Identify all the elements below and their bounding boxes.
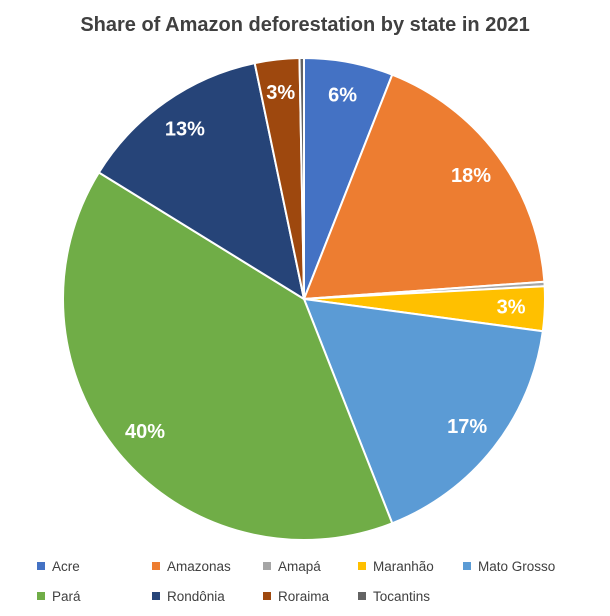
pie-slice-amazonas bbox=[303, 73, 546, 300]
legend-swatch-para bbox=[37, 592, 45, 600]
legend-label-rondonia: Rondônia bbox=[167, 588, 225, 604]
legend-item-amazonas: Amazonas bbox=[152, 557, 231, 575]
legend-label-amapa: Amapá bbox=[278, 558, 321, 574]
chart-title: Share of Amazon deforestation by state i… bbox=[80, 14, 530, 36]
pie-label-mato-grosso: 17% bbox=[447, 416, 487, 438]
legend-swatch-mato-grosso bbox=[463, 562, 471, 570]
legend-swatch-amapa bbox=[263, 562, 271, 570]
legend-swatch-maranhao bbox=[358, 562, 366, 570]
pie-label-roraima: 3% bbox=[266, 82, 295, 104]
legend-swatch-tocantins bbox=[358, 592, 366, 600]
pie-label-acre: 6% bbox=[328, 84, 357, 106]
legend-label-para: Pará bbox=[52, 588, 81, 604]
pie-slice-rondonia bbox=[97, 62, 305, 300]
legend-label-tocantins: Tocantins bbox=[373, 588, 431, 604]
legend-label-mato-grosso: Mato Grosso bbox=[478, 558, 556, 574]
legend-item-rondonia: Rondônia bbox=[152, 587, 225, 605]
legend-item-roraima: Roraima bbox=[263, 587, 329, 605]
legend-swatch-amazonas bbox=[152, 562, 160, 570]
pie-label-amazonas: 18% bbox=[451, 165, 491, 187]
legend-item-mato-grosso: Mato Grosso bbox=[463, 557, 555, 575]
legend-item-maranhao: Maranhão bbox=[358, 557, 434, 575]
pie-slice-para bbox=[62, 171, 394, 542]
legend-item-amapa: Amapá bbox=[263, 557, 321, 575]
legend-swatch-rondonia bbox=[152, 592, 160, 600]
legend-label-roraima: Roraima bbox=[278, 588, 330, 604]
legend-swatch-acre bbox=[37, 562, 45, 570]
pie-slice-tocantins bbox=[298, 56, 305, 300]
pie-label-rondonia: 13% bbox=[165, 118, 205, 140]
legend-label-amazonas: Amazonas bbox=[167, 558, 231, 574]
pie-label-maranhao: 3% bbox=[497, 296, 526, 318]
legend-item-tocantins: Tocantins bbox=[358, 587, 430, 605]
legend-item-para: Pará bbox=[37, 587, 81, 605]
legend-swatch-roraima bbox=[263, 592, 271, 600]
pie-label-para: 40% bbox=[125, 421, 165, 443]
legend-label-maranhao: Maranhão bbox=[373, 558, 434, 574]
legend-item-acre: Acre bbox=[37, 557, 80, 575]
legend-label-acre: Acre bbox=[52, 558, 80, 574]
pie-slice-mato-grosso bbox=[303, 298, 544, 525]
